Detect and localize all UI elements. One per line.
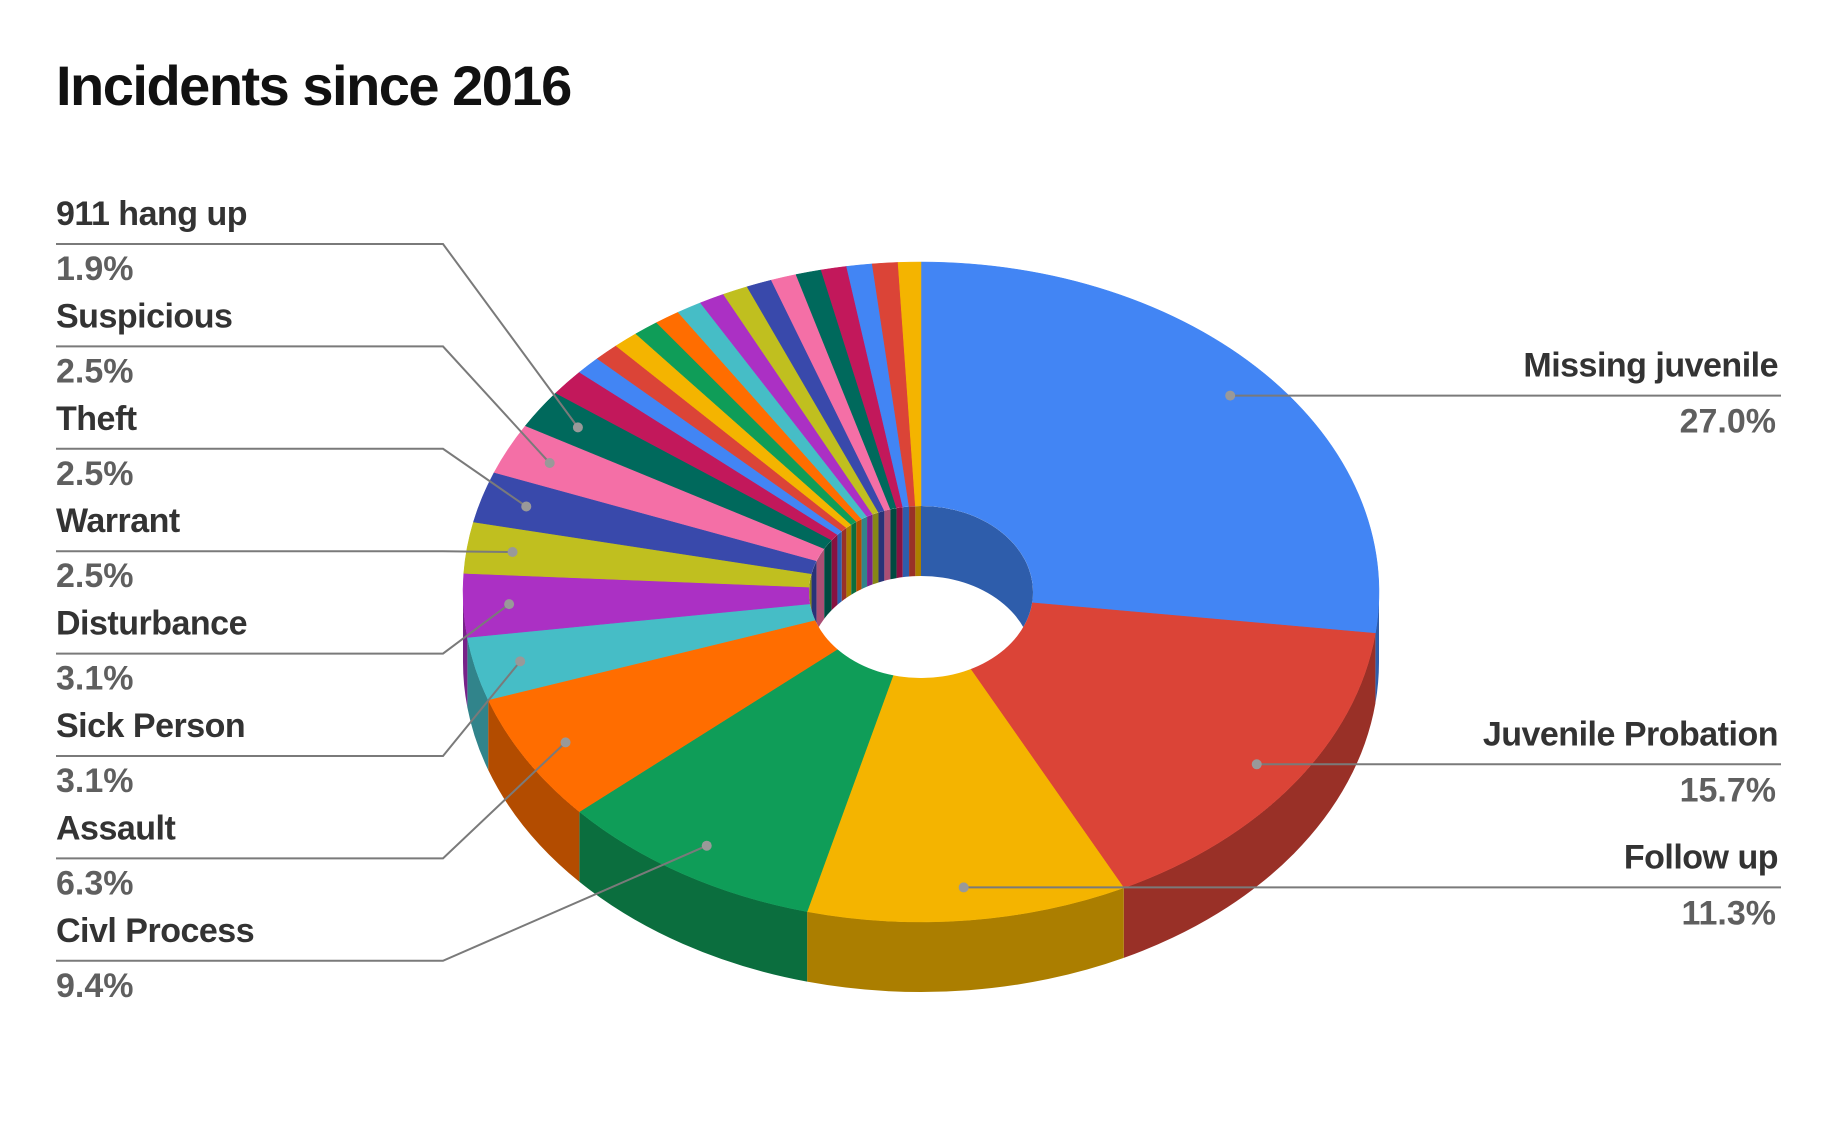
slice-value-label: 2.5%: [56, 352, 134, 390]
slice-label: Juvenile Probation: [1483, 715, 1778, 753]
slice-label: Assault: [56, 809, 175, 847]
slice-side: [463, 592, 468, 708]
leader-dot: [1225, 390, 1236, 401]
slice-inner: [837, 531, 842, 605]
leader-dot: [1251, 759, 1262, 770]
slice-inner: [851, 521, 857, 595]
slice-inner: [861, 516, 868, 590]
slice-value-label: 3.1%: [56, 762, 134, 800]
slice-label: Sick Person: [56, 707, 245, 745]
slice-value-label: 27.0%: [1680, 403, 1776, 441]
leader-dot: [504, 599, 515, 610]
leader-dot: [958, 882, 969, 893]
slice-inner: [841, 527, 847, 602]
slice-side: [467, 637, 489, 770]
leader-line: [56, 243, 579, 428]
leader-line: [56, 660, 521, 757]
leader-dot: [544, 458, 555, 469]
leader-line: [56, 345, 551, 464]
slice-value-label: 2.5%: [56, 455, 134, 493]
slice-inner: [831, 534, 838, 611]
leader-line: [56, 844, 708, 962]
slice-side: [1123, 633, 1376, 958]
slice-inner: [902, 506, 910, 578]
leader-line: [56, 447, 527, 508]
slice-inner: [867, 514, 873, 587]
slice-value-label: 11.3%: [1681, 894, 1776, 932]
slice-inner: [824, 540, 832, 619]
slice: [920, 261, 1380, 634]
leader-line: [56, 550, 513, 554]
slice-value-label: 15.7%: [1680, 771, 1776, 809]
slice-label: Disturbance: [56, 605, 247, 643]
slice-value-label: 2.5%: [56, 557, 134, 595]
slice-inner: [816, 548, 825, 631]
hole-wall: [809, 506, 1033, 662]
slice-label: 911 hang up: [56, 195, 247, 233]
leader-dot: [515, 656, 526, 667]
slice-side: [807, 887, 1124, 992]
slice-inner: [890, 508, 897, 580]
slice-inner: [915, 506, 921, 577]
slice-inner: [856, 519, 862, 592]
slice-inner: [896, 507, 903, 579]
slice-side: [579, 811, 808, 982]
leader-dot: [701, 840, 712, 851]
leader-dot: [507, 547, 518, 558]
leader-dot: [521, 501, 532, 512]
slice-inner: [846, 524, 852, 598]
slice-inner: [878, 510, 885, 583]
chart-title: Incidents since 2016: [56, 54, 571, 117]
slice-label: Warrant: [56, 502, 180, 540]
slice-value-label: 1.9%: [56, 250, 134, 288]
slice-value-label: 3.1%: [56, 660, 134, 698]
slice-label: Missing juvenile: [1523, 347, 1778, 385]
slice-value-label: 6.3%: [56, 864, 134, 902]
slice-label: Suspicious: [56, 297, 232, 335]
slice-inner: [872, 512, 879, 585]
slice-label: Follow up: [1624, 838, 1778, 876]
slice-label: Theft: [56, 400, 137, 438]
leader-line: [56, 741, 567, 860]
leader-dot: [560, 737, 571, 748]
slice-side: [488, 699, 580, 882]
slice-value-label: 9.4%: [56, 967, 134, 1005]
leader-line: [56, 603, 510, 655]
slice-label: Civl Process: [56, 912, 254, 950]
slice-inner: [884, 509, 891, 581]
slice-inner: [921, 506, 1033, 662]
slice-inner: [909, 506, 916, 577]
leader-dot: [572, 422, 583, 433]
slice-side: [1375, 592, 1379, 704]
